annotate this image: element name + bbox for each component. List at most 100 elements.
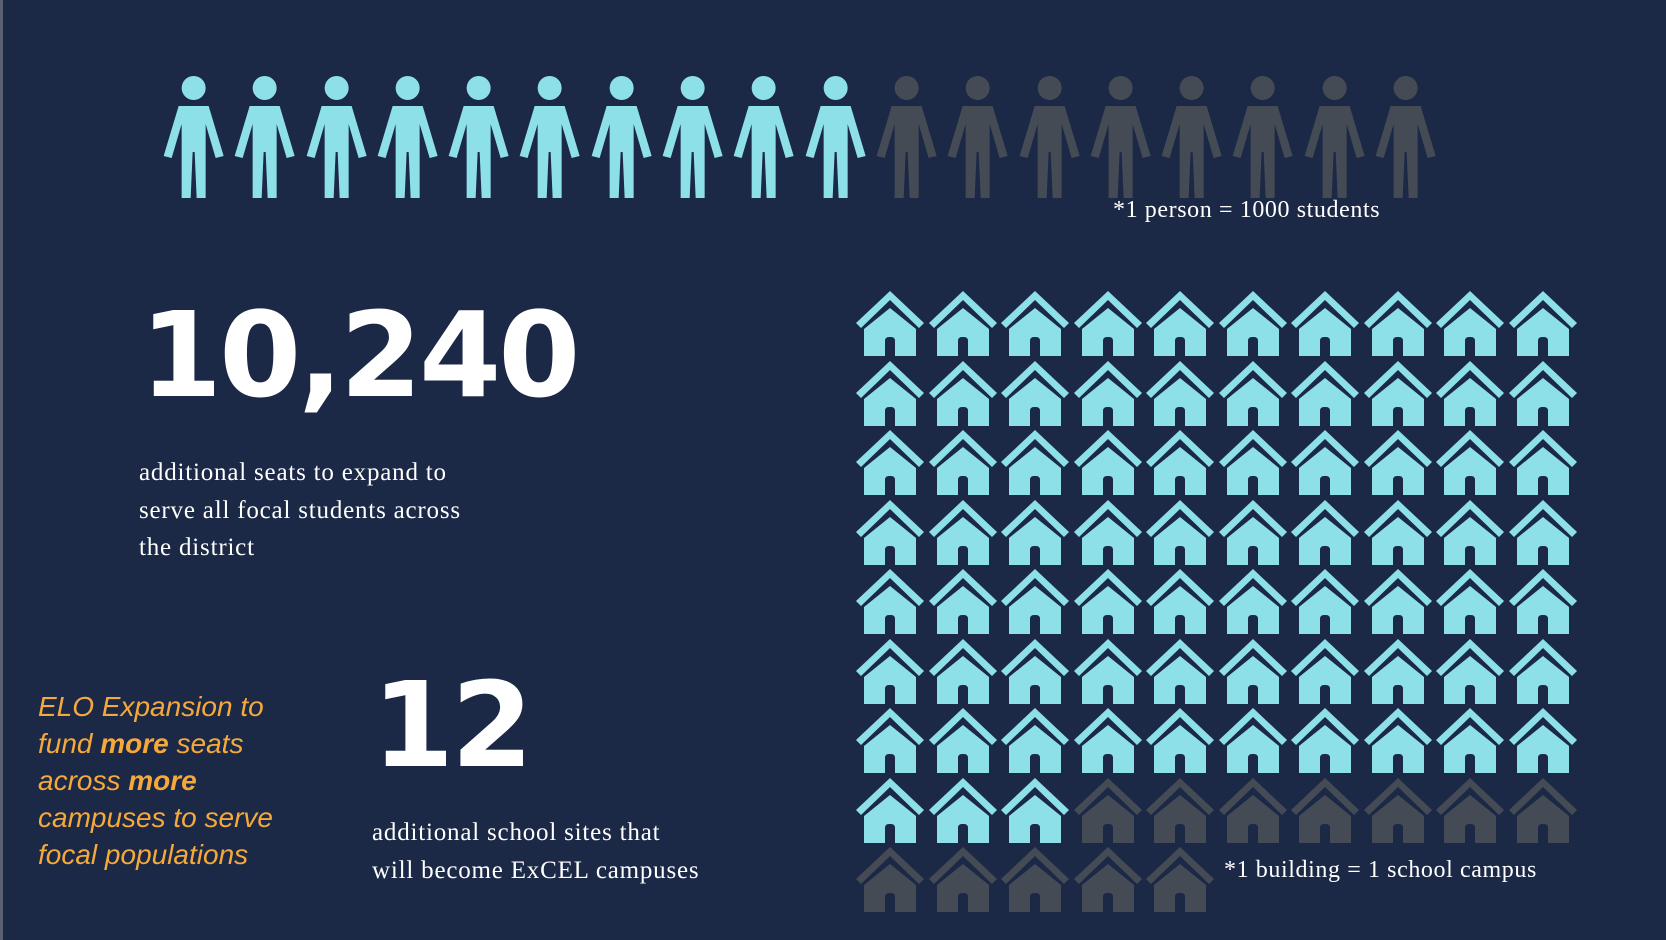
house-icon (856, 569, 924, 634)
house-icon (1436, 430, 1504, 495)
house-icon (1291, 777, 1359, 843)
house-icon (1073, 638, 1142, 704)
person-icon (734, 76, 795, 198)
house-icon (856, 291, 924, 356)
person-icon (234, 76, 295, 198)
seats-description: additional seats to expand to serve all … (139, 454, 559, 567)
house-icon (1218, 638, 1287, 704)
buildings-pictograph (855, 290, 1580, 916)
house-icon (928, 291, 997, 356)
person-icon (662, 76, 723, 198)
house-icon (1363, 291, 1432, 356)
house-icon (1001, 430, 1069, 495)
house-icon (1436, 499, 1504, 565)
house-icon (1291, 569, 1359, 634)
house-icon (928, 708, 997, 773)
house-icon (1073, 569, 1142, 634)
house-icon (1001, 638, 1069, 704)
person-icon (448, 76, 509, 198)
house-icon (1073, 360, 1142, 426)
sites-desc-line: will become ExCEL campuses (372, 856, 700, 884)
person-icon (591, 76, 652, 198)
person-icon (520, 76, 581, 198)
house-icon (1291, 430, 1359, 495)
house-icon (1073, 291, 1142, 356)
house-icon (1073, 847, 1142, 912)
house-icon (856, 847, 924, 912)
house-icon (1218, 291, 1287, 356)
person-icon (1304, 76, 1365, 198)
house-icon (1001, 291, 1069, 356)
house-icon (928, 638, 997, 704)
house-icon (1073, 430, 1142, 495)
house-icon (928, 777, 997, 843)
house-icon (1218, 499, 1287, 565)
callout-text: ELO Expansion to fund (38, 691, 264, 759)
person-icon (947, 76, 1008, 198)
house-icon (1146, 360, 1214, 426)
seats-desc-line: serve all focal students across (139, 496, 461, 524)
house-icon (856, 499, 924, 565)
sites-number: 12 (372, 656, 533, 794)
elo-expansion-callout: ELO Expansion to fund more seats across … (38, 688, 298, 873)
sites-desc-line: additional school sites that (372, 819, 661, 846)
house-icon (1508, 291, 1577, 356)
house-icon (1291, 638, 1359, 704)
callout-emphasis: more (100, 728, 169, 759)
house-icon (1146, 499, 1214, 565)
house-icon (1146, 430, 1214, 495)
person-icon (1090, 76, 1151, 198)
house-icon (1508, 638, 1577, 704)
house-icon (1291, 708, 1359, 773)
house-icon (1146, 638, 1214, 704)
house-icon (1291, 291, 1359, 356)
house-icon (1001, 360, 1069, 426)
person-icon (876, 76, 937, 198)
house-icon (1218, 360, 1287, 426)
callout-text: seats across (38, 728, 244, 796)
house-icon (1146, 291, 1214, 356)
house-icon (1508, 708, 1577, 773)
house-icon (1146, 777, 1214, 843)
house-icon (928, 569, 997, 634)
callout-emphasis: more (128, 765, 197, 796)
house-icon (1073, 499, 1142, 565)
house-icon (856, 360, 924, 426)
person-icon (377, 76, 438, 198)
house-icon (1218, 708, 1287, 773)
house-icon (1363, 360, 1432, 426)
house-icon (856, 638, 924, 704)
house-icon (928, 499, 997, 565)
house-icon (1508, 499, 1577, 565)
house-icon (1001, 847, 1069, 912)
house-icon (1436, 638, 1504, 704)
seats-number: 10,240 (140, 286, 580, 424)
person-icon (1233, 76, 1294, 198)
house-icon (1436, 708, 1504, 773)
person-icon (805, 76, 866, 198)
house-icon (1218, 430, 1287, 495)
house-icon (856, 708, 924, 773)
house-icon (1218, 777, 1287, 843)
building-legend-note: *1 building = 1 school campus (1224, 857, 1537, 883)
sites-description: additional school sites that will become… (372, 814, 792, 889)
house-icon (1073, 777, 1142, 843)
house-icon (1146, 847, 1214, 912)
house-icon (1363, 499, 1432, 565)
house-icon (928, 430, 997, 495)
house-icon (1436, 291, 1504, 356)
person-icon (1375, 76, 1436, 198)
seats-desc-line: additional seats to expand to (139, 459, 447, 486)
person-icon (1161, 76, 1222, 198)
house-icon (1363, 569, 1432, 634)
house-icon (1508, 430, 1577, 495)
house-icon (1001, 777, 1069, 843)
house-icon (1363, 430, 1432, 495)
person-icon (163, 76, 224, 198)
seats-desc-line: the district (139, 534, 255, 561)
person-icon (1019, 76, 1080, 198)
person-legend-note: *1 person = 1000 students (1113, 197, 1381, 223)
house-icon (1508, 777, 1577, 843)
house-icon (1508, 360, 1577, 426)
house-icon (1436, 569, 1504, 634)
